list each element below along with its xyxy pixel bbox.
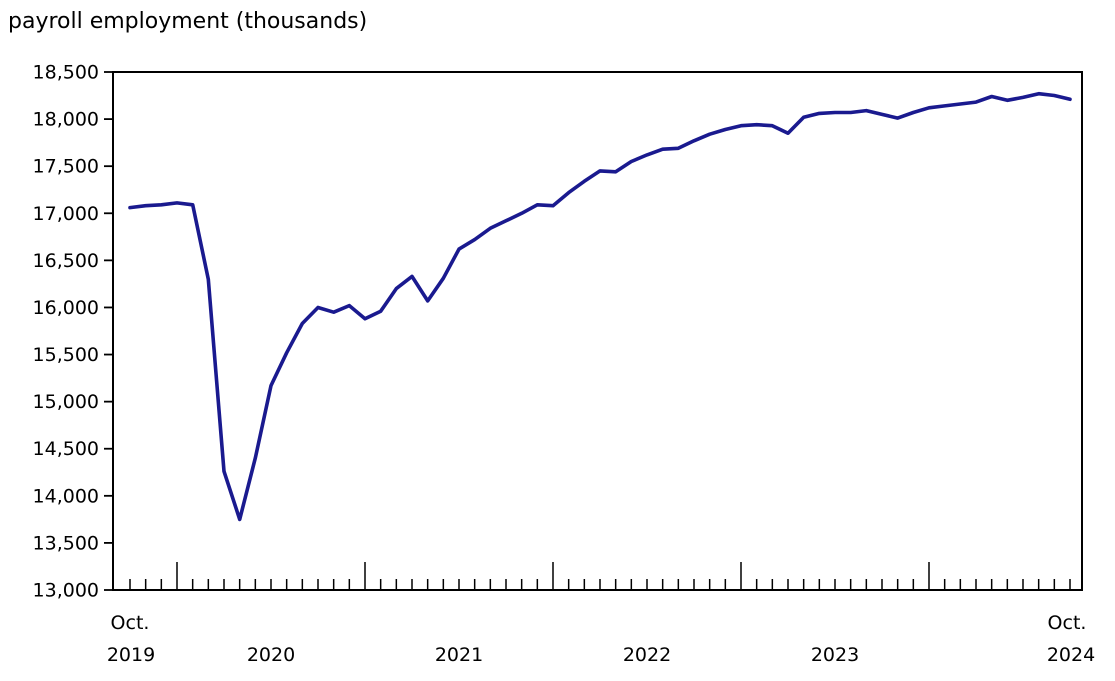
y-axis-tick-label: 13,000: [33, 580, 99, 602]
x-year-label: 2023: [811, 644, 859, 666]
x-year-label: 2021: [435, 644, 483, 666]
y-axis-tick-label: 14,500: [33, 438, 99, 460]
y-axis-tick-label: 17,500: [33, 156, 99, 178]
x-end-month-label: Oct.: [1048, 612, 1087, 634]
chart-title: payroll employment (thousands): [8, 9, 367, 34]
y-axis-tick-label: 16,500: [33, 250, 99, 272]
y-axis-tick-label: 15,500: [33, 344, 99, 366]
x-start-year-label: 2019: [107, 644, 155, 666]
y-axis-tick-label: 13,500: [33, 532, 99, 554]
y-axis-tick-label: 18,000: [33, 109, 99, 131]
plot-border: [112, 71, 1083, 591]
y-axis-tick-label: 18,500: [33, 62, 99, 84]
y-axis-tick-label: 17,000: [33, 203, 99, 225]
y-axis-tick-label: 16,000: [33, 297, 99, 319]
x-end-year-label: 2024: [1047, 644, 1095, 666]
x-year-label: 2022: [623, 644, 671, 666]
payroll-employment-series-line: [128, 91, 1072, 522]
y-axis-tick-label: 14,000: [33, 485, 99, 507]
x-year-label: 2020: [247, 644, 295, 666]
x-start-month-label: Oct.: [111, 612, 150, 634]
y-axis-tick-label: 15,000: [33, 391, 99, 413]
